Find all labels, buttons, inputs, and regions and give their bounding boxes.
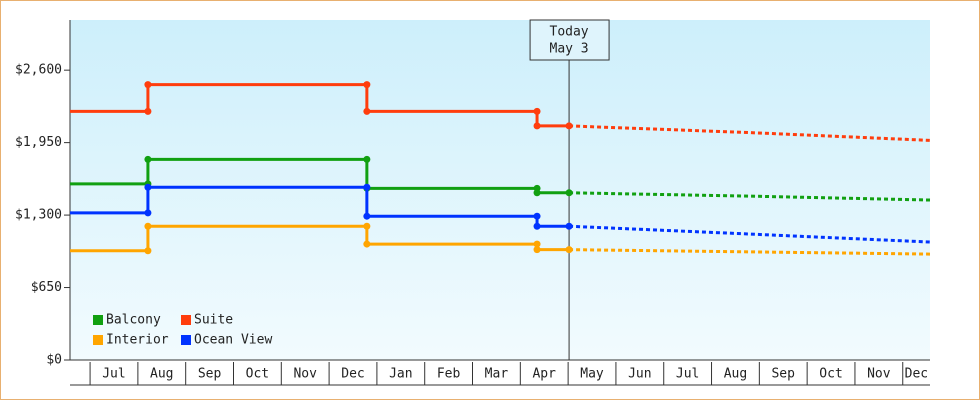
price-point xyxy=(533,189,541,197)
x-tick-label: Sep xyxy=(198,367,222,382)
price-point xyxy=(565,246,573,254)
x-tick-label: Nov xyxy=(867,367,891,382)
price-point xyxy=(144,183,152,191)
price-point xyxy=(363,107,371,115)
x-tick-label: Jul xyxy=(102,367,125,382)
legend-swatch xyxy=(181,315,191,325)
legend-label: Balcony xyxy=(106,313,161,328)
price-point xyxy=(144,222,152,230)
x-tick-label: Sep xyxy=(771,367,795,382)
forecast-line xyxy=(569,224,931,244)
x-tick-label: Aug xyxy=(150,367,173,382)
x-tick-label: Jul xyxy=(676,367,699,382)
price-point xyxy=(144,209,152,217)
x-tick-label: Jan xyxy=(389,367,412,382)
legend-label: Suite xyxy=(194,313,233,328)
x-tick-label: Dec xyxy=(905,367,928,382)
price-point xyxy=(363,212,371,220)
legend-label: Ocean View xyxy=(194,333,272,348)
x-tick-label: Nov xyxy=(293,367,317,382)
price-point xyxy=(533,240,541,248)
price-point xyxy=(533,212,541,220)
legend-swatch xyxy=(93,335,103,345)
price-point xyxy=(533,107,541,115)
y-tick-label: $0 xyxy=(46,353,62,368)
price-point xyxy=(144,155,152,163)
x-tick-label: Oct xyxy=(819,367,842,382)
price-point xyxy=(144,107,152,115)
legend-swatch xyxy=(181,335,191,345)
x-tick-label: Oct xyxy=(246,367,269,382)
legend-label: Interior xyxy=(106,333,169,348)
price-point xyxy=(363,183,371,191)
price-point xyxy=(363,81,371,89)
price-point xyxy=(144,81,152,89)
x-tick-label: Mar xyxy=(485,367,509,382)
x-tick-label: Jun xyxy=(628,367,651,382)
legend-swatch xyxy=(93,315,103,325)
y-tick-label: $1,300 xyxy=(15,208,62,223)
price-point xyxy=(363,240,371,248)
x-tick-label: Feb xyxy=(437,367,461,382)
price-point xyxy=(144,247,152,255)
today-box xyxy=(529,19,610,61)
today-label: Today xyxy=(550,25,589,40)
price-point xyxy=(533,222,541,230)
y-tick-label: $650 xyxy=(31,280,62,295)
price-point xyxy=(363,222,371,230)
price-point xyxy=(533,246,541,254)
plot-area xyxy=(70,20,930,360)
x-tick-label: Aug xyxy=(724,367,747,382)
x-tick-label: May xyxy=(580,367,604,382)
price-point xyxy=(565,189,573,197)
x-tick-label: Dec xyxy=(341,367,364,382)
price-point xyxy=(565,122,573,130)
x-tick-label: Apr xyxy=(532,367,556,382)
y-tick-label: $1,950 xyxy=(15,135,62,150)
y-tick-label: $2,600 xyxy=(15,63,62,78)
price-point xyxy=(533,122,541,130)
forecast-line xyxy=(569,124,931,142)
price-point xyxy=(565,222,573,230)
price-point xyxy=(363,155,371,163)
today-label: May 3 xyxy=(550,42,589,57)
